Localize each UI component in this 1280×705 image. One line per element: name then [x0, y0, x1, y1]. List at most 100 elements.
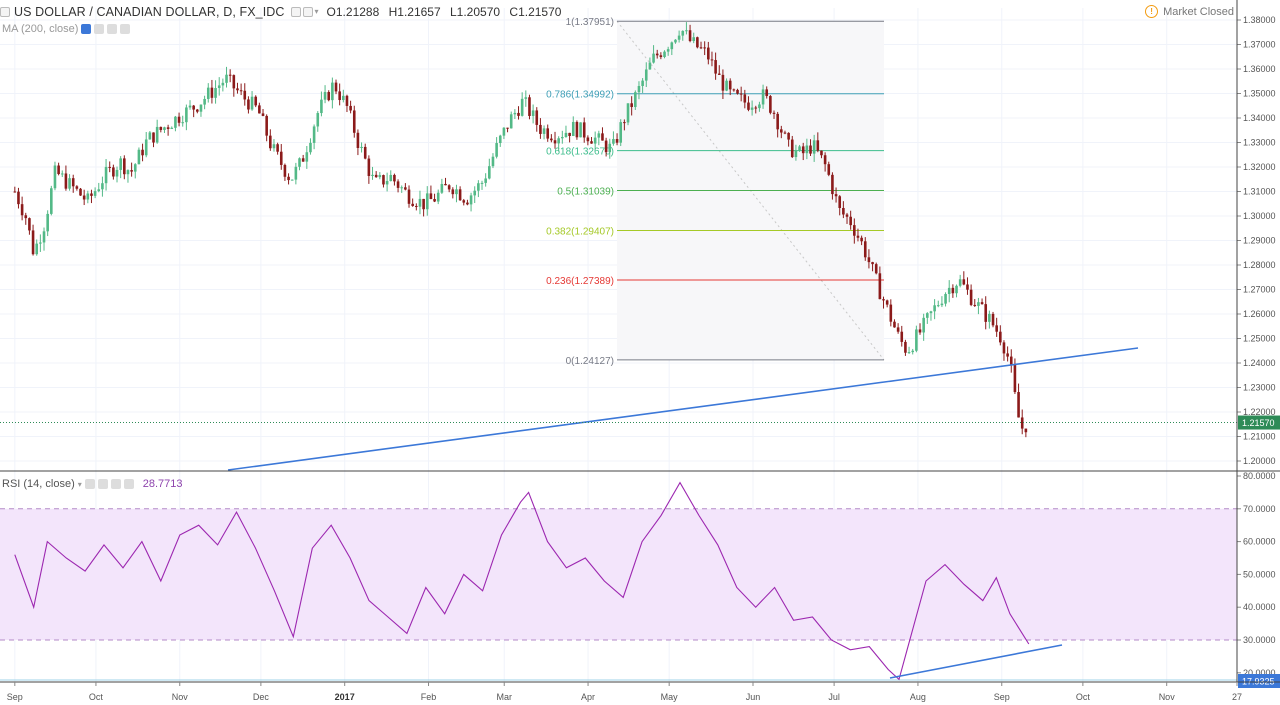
price-tick-label: 1.23000	[1243, 383, 1276, 393]
candle-body	[451, 189, 455, 195]
candle-body	[174, 116, 177, 128]
time-tick-label: Feb	[421, 692, 437, 702]
candle-body	[820, 150, 823, 156]
candle-body	[944, 293, 947, 304]
candle-body	[371, 174, 374, 176]
candle-body	[889, 304, 893, 322]
candle-body	[863, 241, 867, 258]
price-tick-label: 1.30000	[1243, 211, 1276, 221]
time-tick-label: Apr	[581, 692, 595, 702]
collapse-icon[interactable]	[0, 7, 10, 17]
candle-body	[918, 329, 922, 333]
candle-body	[495, 143, 498, 157]
candle-body	[714, 60, 717, 74]
candle-body	[502, 127, 506, 136]
candle-body	[247, 99, 250, 110]
candle-body	[947, 287, 951, 294]
candle-body	[217, 85, 221, 89]
candle-body	[458, 189, 462, 201]
candle-body	[349, 105, 352, 111]
time-tick-label: 2017	[335, 692, 355, 702]
add-icon[interactable]	[107, 24, 118, 34]
candle-body	[571, 121, 575, 136]
candle-body	[422, 198, 425, 210]
price-tick-label: 1.29000	[1243, 236, 1276, 246]
candle-body	[681, 30, 685, 36]
candle-body	[630, 103, 633, 108]
candle-body	[885, 300, 889, 305]
candle-body	[192, 105, 195, 110]
candle-body	[152, 132, 155, 143]
candle-body	[133, 164, 137, 172]
candle-body	[805, 145, 809, 154]
price-tick-label: 1.26000	[1243, 309, 1276, 319]
candle-body	[327, 92, 331, 101]
settings-icon[interactable]	[290, 7, 301, 17]
candle-body	[338, 91, 341, 101]
candle-body	[68, 178, 71, 189]
price-tick-label: 1.25000	[1243, 334, 1276, 344]
candle-body	[827, 164, 831, 175]
candle-body	[823, 155, 827, 165]
candle-body	[148, 132, 152, 140]
chevron-down-icon[interactable]: ▾	[314, 7, 319, 16]
candle-body	[444, 183, 447, 186]
candle-body	[623, 122, 626, 124]
price-tick-label: 1.24000	[1243, 358, 1276, 368]
candle-body	[400, 187, 404, 189]
eye-icon[interactable]	[302, 7, 313, 17]
candle-body	[155, 126, 159, 143]
candle-body	[363, 146, 367, 159]
candle-body	[991, 313, 995, 326]
candle-body	[491, 156, 495, 167]
candle-body	[933, 305, 936, 312]
rsi-label[interactable]: RSI (14, close)	[2, 478, 75, 490]
candle-body	[984, 304, 988, 322]
candle-body	[754, 107, 758, 109]
candle-body	[119, 158, 122, 170]
candle-body	[958, 279, 962, 286]
candle-body	[352, 110, 356, 133]
candle-body	[940, 303, 944, 306]
ohlc-readout: O1.21288 H1.21657 L1.20570 C1.21570	[327, 5, 568, 19]
candle-body	[50, 188, 53, 214]
chevron-down-icon[interactable]: ▾	[77, 479, 82, 489]
candle-body	[736, 89, 739, 94]
candle-body	[758, 104, 761, 109]
candle-body	[831, 174, 834, 195]
eye-icon[interactable]	[81, 24, 92, 34]
candle-body	[367, 158, 371, 176]
add-icon[interactable]	[110, 479, 121, 489]
eye-icon[interactable]	[84, 479, 95, 489]
candle-body	[765, 89, 769, 97]
candle-body	[871, 262, 874, 265]
close-icon[interactable]	[120, 24, 131, 34]
candle-body	[188, 105, 192, 108]
candle-body	[1009, 356, 1013, 366]
candle-body	[966, 284, 969, 290]
symbol-title[interactable]: US DOLLAR / CANADIAN DOLLAR, D, FX_IDC	[14, 5, 285, 19]
candle-body	[1020, 417, 1024, 429]
candle-body	[480, 182, 484, 184]
candle-body	[641, 80, 644, 87]
candle-body	[382, 175, 385, 185]
candle-body	[685, 30, 688, 32]
candle-body	[13, 191, 17, 193]
candle-body	[331, 82, 334, 101]
candle-body	[407, 189, 411, 204]
candle-body	[334, 82, 338, 92]
rsi-tick-label: 80.0000	[1243, 471, 1276, 481]
candle-body	[20, 204, 24, 216]
candle-body	[732, 89, 736, 91]
candle-body	[761, 89, 765, 105]
candle-body	[31, 230, 35, 255]
candle-body	[42, 231, 46, 243]
candle-body	[455, 189, 458, 195]
ma-label[interactable]: MA (200, close)	[2, 23, 79, 35]
candle-body	[904, 341, 907, 353]
close-icon[interactable]	[123, 479, 134, 489]
settings-icon[interactable]	[94, 24, 105, 34]
candle-body	[243, 90, 247, 100]
settings-icon[interactable]	[97, 479, 108, 489]
